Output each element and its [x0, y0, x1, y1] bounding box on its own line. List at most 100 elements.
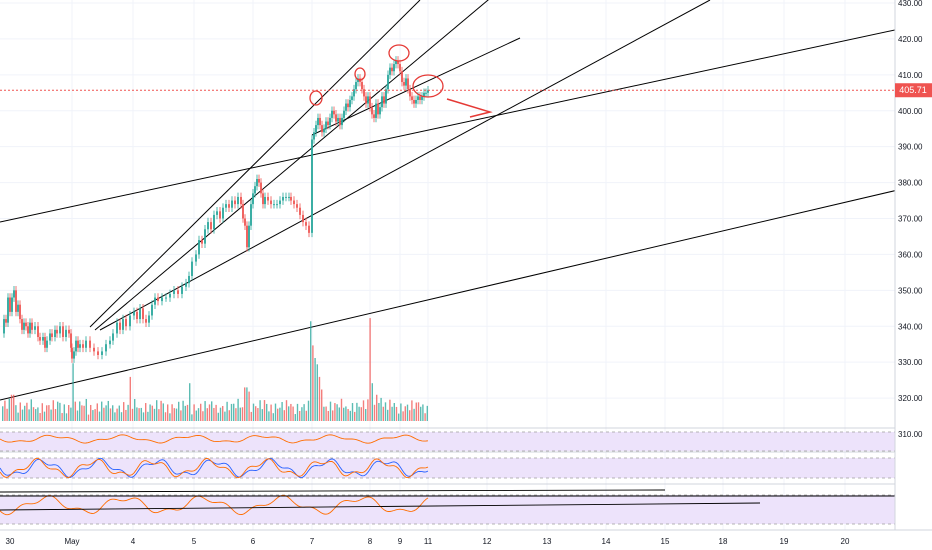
volume-bar	[156, 400, 158, 421]
candle-body	[321, 125, 323, 133]
oscillator-line	[0, 434, 429, 444]
y-tick-label: 340.00	[898, 322, 923, 331]
candle-body	[367, 96, 369, 104]
volume-bar	[226, 401, 228, 421]
candle-body	[27, 326, 29, 334]
volume-bar	[279, 407, 281, 421]
volume-bar	[109, 408, 112, 421]
candle-body	[273, 204, 275, 206]
volume-bar	[211, 401, 213, 421]
candle-body	[349, 99, 351, 108]
candle-body	[244, 218, 246, 226]
candle-body	[339, 117, 341, 126]
annotation-circle	[354, 67, 366, 81]
volume-bar	[57, 401, 59, 421]
candle-body	[79, 344, 81, 348]
volume-bar	[325, 406, 327, 421]
volume-bar	[186, 404, 189, 421]
volume-bar	[8, 398, 10, 421]
candle-body	[97, 351, 99, 355]
volume-bar	[52, 400, 54, 421]
volume-bar	[48, 405, 50, 421]
volume-bar	[367, 399, 369, 421]
candle-body	[177, 290, 179, 294]
candle-body	[145, 319, 147, 323]
candle-body	[191, 261, 193, 276]
volume-bar	[175, 408, 178, 421]
volume-bar	[420, 406, 422, 421]
candle-body	[421, 96, 423, 100]
volume-bar	[241, 407, 244, 421]
volume-bar	[384, 402, 387, 421]
y-tick-label: 350.00	[898, 286, 923, 295]
candle-body	[148, 315, 150, 323]
candle-body	[161, 297, 163, 302]
volume-bar	[140, 407, 142, 421]
candle-body	[129, 315, 131, 327]
volume-bar	[200, 403, 202, 421]
candle-body	[204, 229, 206, 244]
x-tick-label: 19	[780, 537, 789, 546]
volume-bar	[13, 394, 15, 421]
candle-body	[305, 222, 307, 226]
candle-body	[116, 322, 118, 334]
candle-body	[293, 200, 295, 205]
price-axis[interactable]: 310.00 320.00 330.00 340.00 350.00 360.00 370.…	[898, 0, 923, 439]
candle-body	[51, 333, 53, 338]
volume-bar	[248, 391, 250, 421]
candle-body	[201, 240, 203, 244]
candle-body	[365, 96, 367, 104]
volume-bar	[314, 358, 316, 421]
candle-body	[296, 204, 298, 208]
trendline	[0, 21, 932, 223]
y-tick-label: 430.00	[898, 0, 923, 8]
volume-bar	[59, 402, 61, 421]
time-axis[interactable]: 30 May 4 5 6 7 8 9 11 12 13 14 15 18 19 20	[6, 537, 850, 546]
y-tick-label: 380.00	[898, 179, 923, 188]
volume-bar	[395, 406, 398, 421]
volume-bar	[332, 410, 334, 421]
candle-body	[246, 225, 248, 248]
volume-bar	[338, 407, 340, 421]
x-tick-label: 6	[251, 537, 256, 546]
candle-body	[207, 222, 209, 230]
volume-bar	[136, 407, 138, 421]
annotations[interactable]	[309, 44, 493, 118]
candle-body	[25, 322, 27, 327]
volume-bar	[202, 411, 204, 421]
volume-bar	[50, 409, 52, 421]
volume-bar	[61, 413, 63, 421]
candle-body	[256, 178, 258, 187]
candle-body	[59, 326, 61, 334]
volume-bar	[35, 409, 37, 421]
candle-body	[173, 290, 175, 294]
volume-bar	[112, 405, 114, 421]
volume-bar	[296, 403, 299, 421]
trendlines[interactable]	[0, 0, 932, 401]
volume-bar	[105, 405, 107, 421]
current-price-label-box	[895, 83, 932, 98]
candle-body	[290, 196, 292, 201]
candle-body	[254, 186, 256, 194]
volume-bar	[149, 404, 151, 421]
candle-body	[242, 204, 244, 219]
volume-bar	[4, 400, 6, 421]
candle-body	[325, 121, 327, 129]
volume-bar	[134, 399, 136, 421]
volume-bar	[76, 410, 79, 421]
volume-bar	[349, 410, 351, 421]
volume-bar	[46, 405, 48, 421]
volume-bar	[125, 409, 127, 421]
volume-bar	[213, 407, 215, 421]
candle-body	[391, 67, 393, 72]
volume-bar	[266, 403, 268, 421]
candle-body	[240, 196, 242, 205]
volume-bar	[103, 407, 105, 421]
volume-bar	[362, 400, 365, 421]
candle-body	[317, 117, 319, 126]
oscillator-pane-3: 100.0050.00	[0, 482, 932, 525]
candle-body	[311, 139, 313, 233]
volume-bar	[365, 408, 367, 421]
volume-bar	[178, 401, 180, 421]
